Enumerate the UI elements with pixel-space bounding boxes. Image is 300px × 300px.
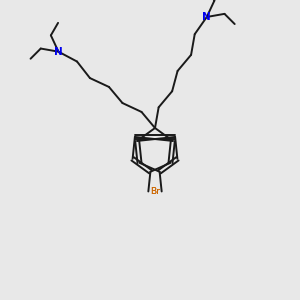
Text: Br: Br [150,187,160,196]
Text: N: N [202,12,211,22]
Text: Br: Br [150,187,160,196]
Text: N: N [54,47,63,57]
